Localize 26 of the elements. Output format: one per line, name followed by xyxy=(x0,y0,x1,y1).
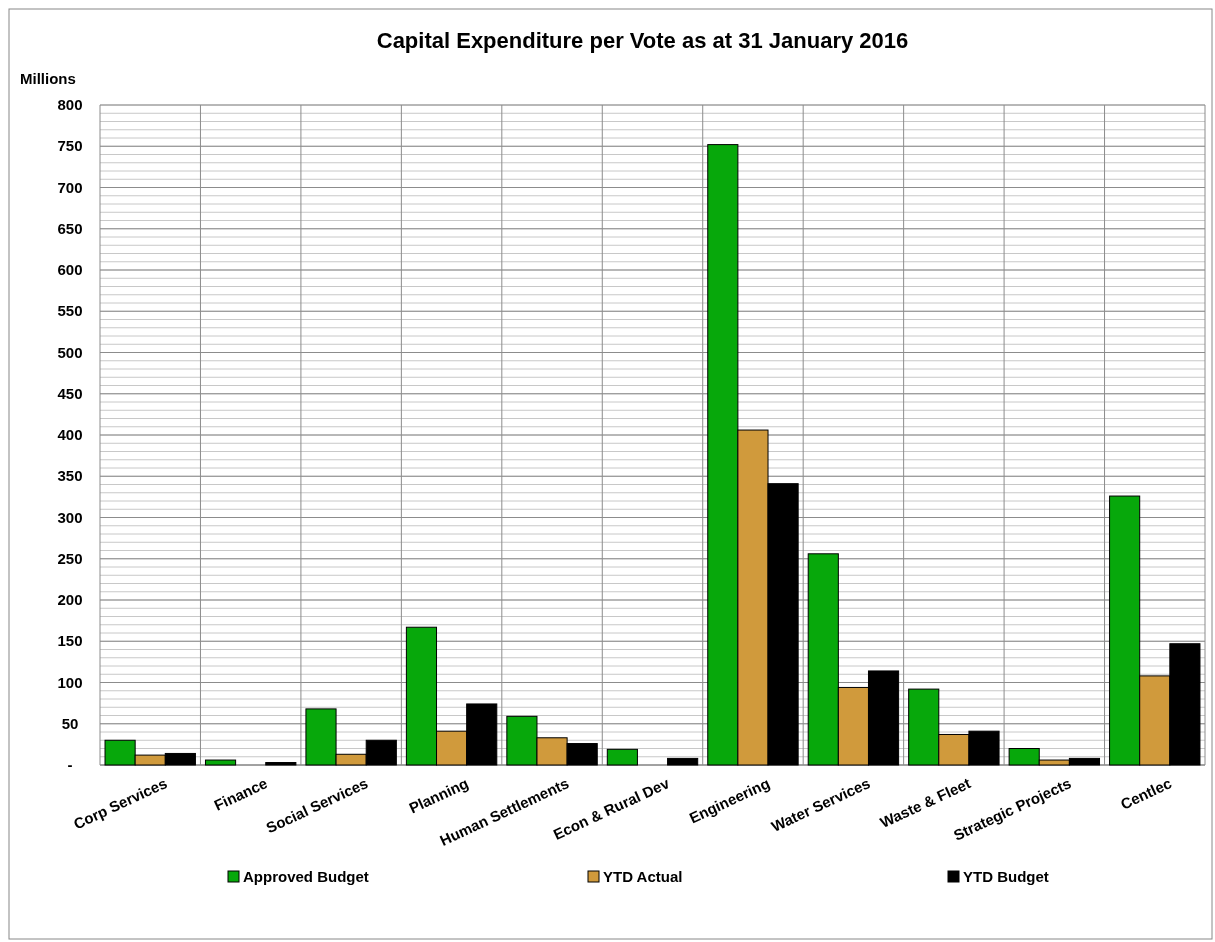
bar xyxy=(606,748,638,766)
y-tick-label: 150 xyxy=(57,632,83,650)
y-tick-label: 300 xyxy=(57,508,83,526)
y-tick-label: - xyxy=(67,756,73,773)
legend-label: Approved Budget xyxy=(243,868,369,885)
y-tick-label: 100 xyxy=(57,673,83,691)
y-axis-title: Millions xyxy=(20,70,76,87)
y-tick-label: 400 xyxy=(57,426,83,443)
chart-title: Capital Expenditure per Vote as at 31 January 2016 xyxy=(376,28,909,53)
y-tick-label: 750 xyxy=(57,137,83,155)
y-tick-label: 550 xyxy=(57,302,83,320)
y-tick-label: 800 xyxy=(57,96,83,113)
y-tick-label: 500 xyxy=(57,343,83,361)
y-tick-label: 250 xyxy=(57,549,83,567)
y-tick-label: 650 xyxy=(57,219,83,237)
y-tick-label: 600 xyxy=(57,261,83,278)
y-tick-label: 350 xyxy=(57,467,83,485)
legend-label: YTD Budget xyxy=(963,868,1049,885)
bar xyxy=(667,757,699,766)
bar xyxy=(265,762,297,766)
y-tick-label: 50 xyxy=(61,714,79,732)
y-tick-label: 200 xyxy=(57,591,83,608)
y-tick-label: 450 xyxy=(57,384,83,402)
legend-label: YTD Actual xyxy=(603,868,683,885)
y-tick-label: 700 xyxy=(57,178,83,196)
bar xyxy=(204,759,237,766)
